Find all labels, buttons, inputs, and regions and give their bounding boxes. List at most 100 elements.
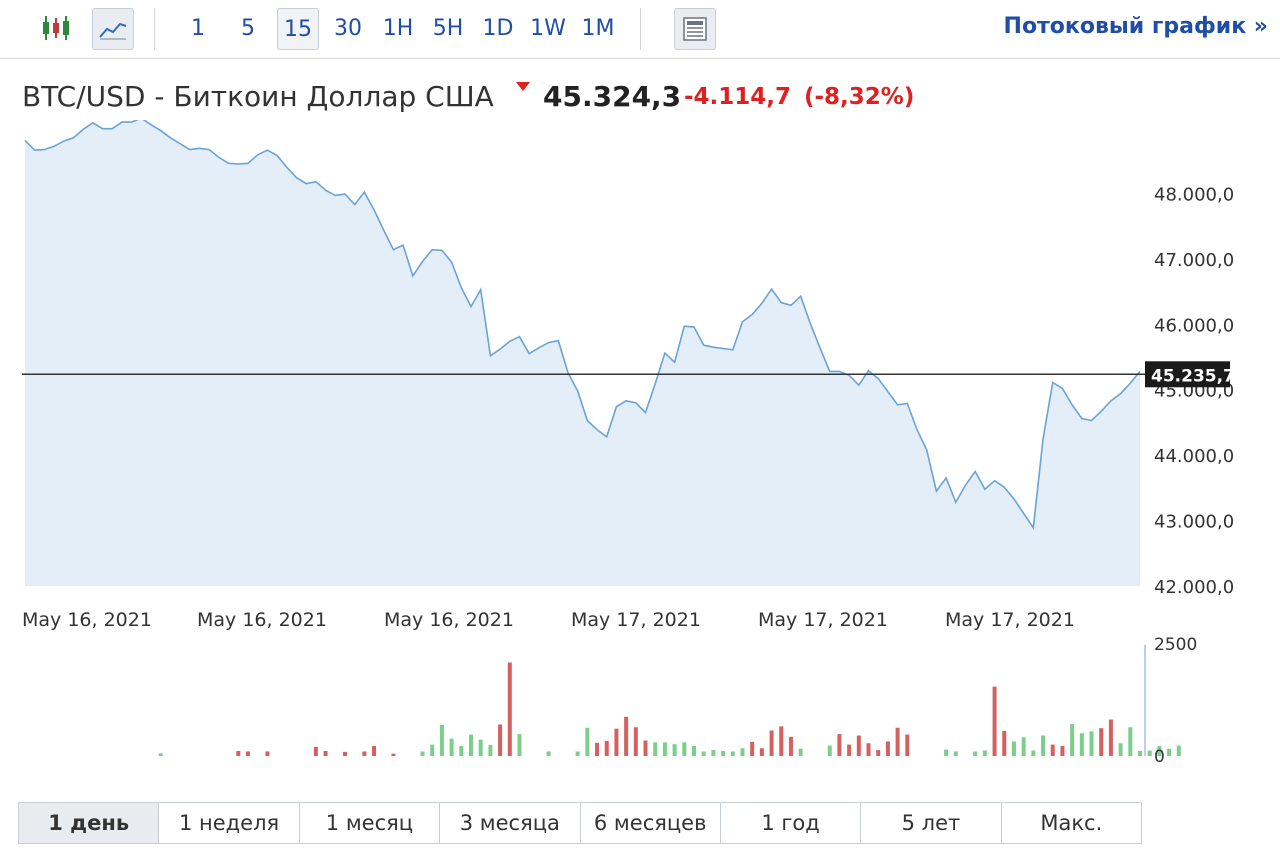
volume-bar bbox=[827, 745, 832, 756]
volume-bar bbox=[498, 724, 503, 756]
x-tick-label: May 16, 2021 bbox=[197, 609, 327, 631]
candlestick-icon[interactable] bbox=[36, 8, 76, 48]
timeframe-1[interactable]: 1 bbox=[191, 15, 205, 41]
volume-bar bbox=[459, 745, 464, 756]
volume-bar bbox=[1060, 745, 1065, 756]
volume-bar bbox=[362, 751, 367, 756]
volume-bar bbox=[439, 724, 444, 756]
price-area-fill bbox=[25, 120, 1140, 586]
volume-bar bbox=[866, 743, 871, 756]
period-1-day[interactable]: 1 день bbox=[19, 803, 160, 843]
current-price-line: 45.235,7 bbox=[22, 361, 1235, 388]
y-tick-label: 48.000,0 bbox=[1154, 184, 1234, 205]
volume-bar bbox=[624, 716, 629, 756]
volume-bar bbox=[1011, 741, 1016, 756]
timeframe-1h[interactable]: 1H bbox=[382, 15, 414, 41]
volume-bar bbox=[1099, 728, 1104, 756]
period-1-week[interactable]: 1 неделя bbox=[159, 803, 300, 843]
volume-bar bbox=[158, 753, 163, 756]
volume-bar bbox=[342, 751, 347, 756]
volume-bar bbox=[798, 748, 803, 756]
volume-bar bbox=[944, 749, 949, 756]
timeframe-15[interactable]: 15 bbox=[277, 8, 319, 50]
period-max[interactable]: Макс. bbox=[1040, 811, 1103, 835]
timeframe-1m[interactable]: 1M bbox=[581, 15, 615, 41]
volume-tick-label: 2500 bbox=[1154, 635, 1197, 655]
volume-bar bbox=[1031, 750, 1036, 756]
volume-bar bbox=[265, 751, 270, 756]
x-axis: May 16, 2021 May 16, 2021 May 16, 2021 May … bbox=[22, 609, 1075, 631]
volume-bar bbox=[721, 750, 726, 756]
period-selector: 1 день 1 неделя 1 месяц 3 месяца 6 месяц… bbox=[18, 802, 1142, 844]
volume-bar bbox=[469, 734, 473, 756]
y-tick-label: 43.000,0 bbox=[1154, 512, 1234, 533]
volume-bar bbox=[1138, 750, 1142, 756]
y-tick-label: 42.000,0 bbox=[1154, 577, 1234, 598]
volume-bar bbox=[740, 748, 745, 756]
volume-bar bbox=[1002, 730, 1007, 756]
instrument-title: BTC/USD - Биткоин Доллар США bbox=[22, 80, 494, 113]
current-price-label: 45.235,7 bbox=[1151, 366, 1235, 386]
volume-bar bbox=[323, 750, 328, 756]
chart-toolbar: 1 5 15 30 1H 5H 1D 1W 1M Потоковый графи… bbox=[0, 0, 1280, 59]
x-tick-label: May 17, 2021 bbox=[571, 609, 701, 631]
volume-bar bbox=[837, 734, 842, 756]
period-3-months[interactable]: 3 месяца bbox=[440, 803, 581, 843]
volume-bar bbox=[973, 751, 978, 756]
volume-bar bbox=[701, 751, 706, 756]
volume-bar bbox=[779, 726, 784, 756]
x-tick-label: May 17, 2021 bbox=[945, 609, 1075, 631]
price-chart[interactable]: 42.000,043.000,044.000,045.000,046.000,0… bbox=[0, 120, 1280, 790]
timeframe-1w[interactable]: 1W bbox=[530, 15, 566, 41]
volume-bar bbox=[488, 745, 493, 756]
volume-bar bbox=[730, 751, 735, 756]
volume-bar bbox=[876, 750, 881, 756]
volume-bar bbox=[982, 750, 987, 756]
volume-bar bbox=[478, 739, 483, 756]
volume-bar bbox=[585, 727, 590, 756]
x-tick-label: May 16, 2021 bbox=[22, 609, 152, 631]
volume-bar bbox=[614, 728, 619, 756]
volume-bar bbox=[517, 734, 522, 756]
timeframe-30[interactable]: 30 bbox=[334, 15, 362, 41]
timeframe-5h[interactable]: 5H bbox=[432, 15, 464, 41]
volume-bar bbox=[604, 740, 609, 756]
period-6-months[interactable]: 6 месяцев bbox=[581, 803, 721, 843]
volume-bar bbox=[895, 727, 900, 756]
volume-bar bbox=[788, 736, 793, 756]
period-1-month[interactable]: 1 месяц bbox=[300, 803, 441, 843]
volume-bar bbox=[420, 751, 425, 756]
volume-bar bbox=[750, 741, 755, 756]
y-tick-label: 44.000,0 bbox=[1154, 446, 1234, 467]
volume-bars: 2500 0 bbox=[158, 635, 1197, 767]
volume-bar bbox=[1070, 724, 1075, 756]
line-chart-icon[interactable] bbox=[92, 8, 134, 50]
period-1-year[interactable]: 1 год bbox=[721, 803, 862, 843]
y-axis: 42.000,043.000,044.000,045.000,046.000,0… bbox=[1154, 184, 1234, 598]
price-area bbox=[24, 120, 1141, 586]
price-line bbox=[24, 120, 1141, 531]
toolbar-separator bbox=[154, 8, 155, 50]
timeframe-5[interactable]: 5 bbox=[241, 15, 255, 41]
y-tick-label: 46.000,0 bbox=[1154, 315, 1234, 336]
volume-bar bbox=[546, 751, 551, 756]
volume-bar bbox=[672, 744, 677, 756]
volume-bar bbox=[856, 735, 861, 756]
y-tick-label: 47.000,0 bbox=[1154, 250, 1234, 271]
volume-bar bbox=[711, 750, 716, 756]
volume-bar bbox=[953, 751, 958, 756]
volume-bar bbox=[1108, 719, 1113, 756]
streaming-chart-link[interactable]: Потоковый график » bbox=[1003, 14, 1268, 39]
volume-bar bbox=[769, 730, 774, 756]
volume-bar bbox=[1167, 748, 1172, 756]
volume-bar bbox=[430, 744, 435, 756]
volume-bar bbox=[575, 751, 580, 756]
timeframe-1d[interactable]: 1D bbox=[482, 15, 514, 41]
volume-bar bbox=[643, 740, 648, 756]
volume-bar bbox=[1050, 744, 1055, 756]
volume-bar bbox=[653, 742, 658, 756]
volume-bar bbox=[1157, 745, 1162, 756]
news-panel-icon[interactable] bbox=[674, 8, 716, 50]
period-5-years[interactable]: 5 лет bbox=[861, 803, 1002, 843]
price-change: -4.114,7 bbox=[684, 84, 792, 110]
